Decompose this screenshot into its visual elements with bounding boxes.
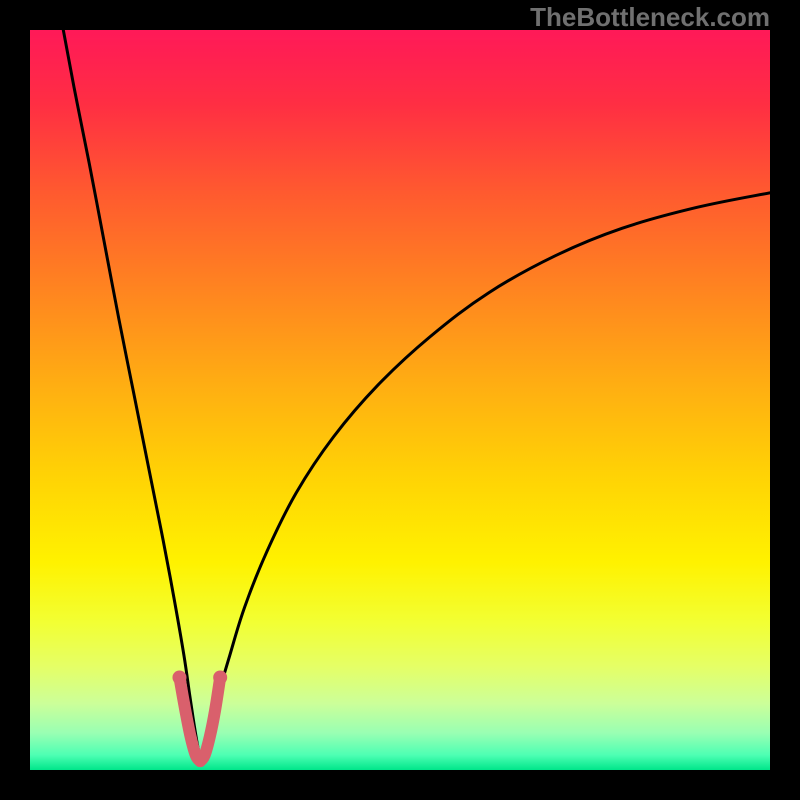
watermark-text: TheBottleneck.com bbox=[530, 2, 770, 33]
plot-background bbox=[30, 30, 770, 770]
chart-stage: TheBottleneck.com bbox=[0, 0, 800, 800]
